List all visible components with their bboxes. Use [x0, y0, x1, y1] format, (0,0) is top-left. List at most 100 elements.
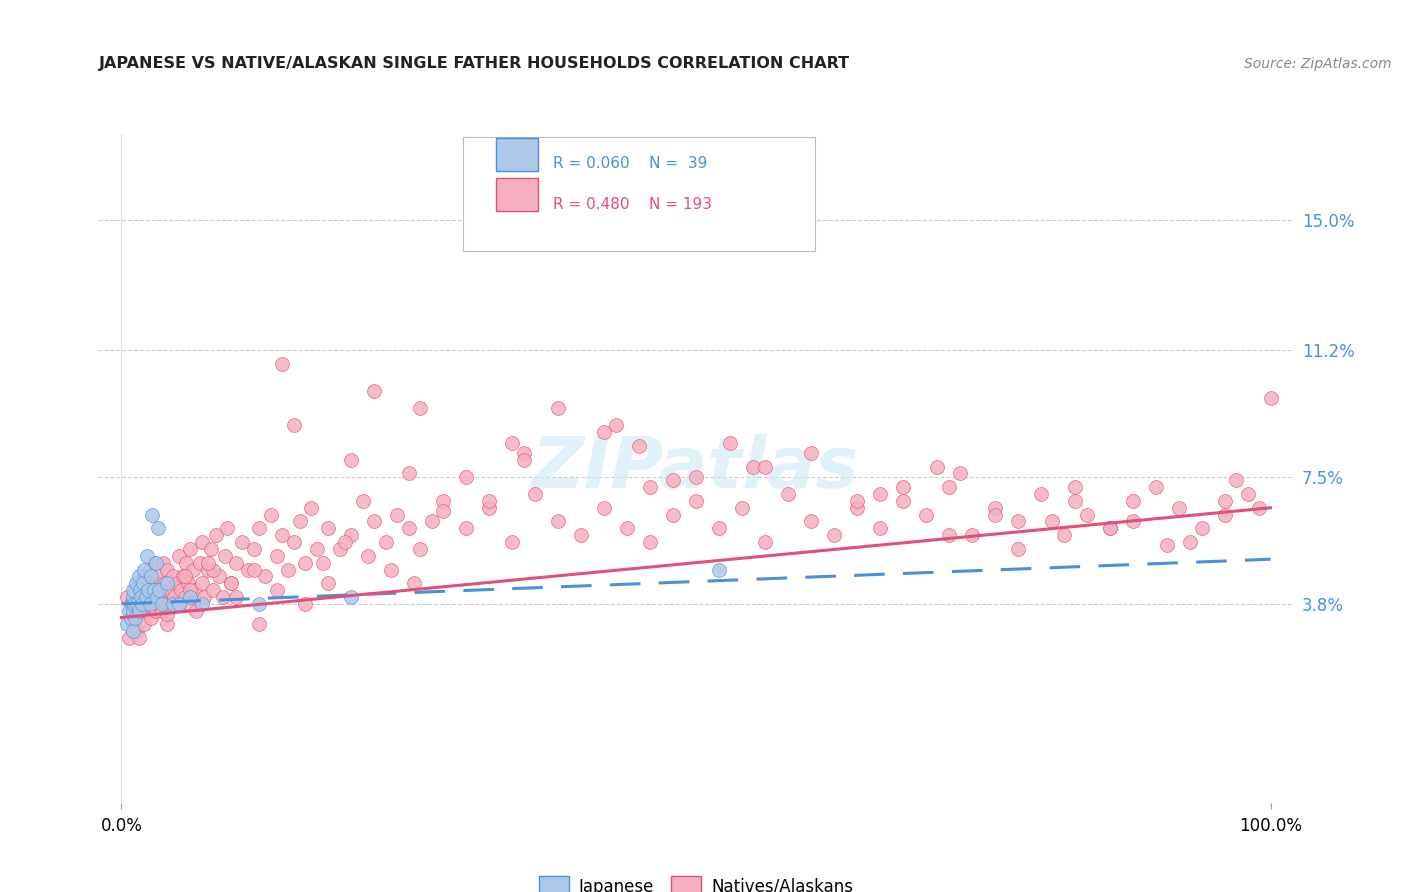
Point — [1040, 515, 1063, 529]
Point — [616, 521, 638, 535]
Point — [128, 583, 150, 598]
Point — [938, 528, 960, 542]
Point — [340, 528, 363, 542]
Point — [134, 569, 156, 583]
Point — [891, 480, 914, 494]
Point — [512, 446, 534, 460]
Point — [271, 528, 294, 542]
Point — [152, 556, 174, 570]
Point — [1122, 515, 1144, 529]
Point — [148, 521, 170, 535]
Point — [524, 487, 547, 501]
Point — [179, 590, 201, 604]
Point — [1191, 521, 1213, 535]
Point — [242, 562, 264, 576]
Point — [299, 500, 322, 515]
Point — [184, 583, 207, 598]
Point — [153, 590, 176, 604]
Point — [891, 494, 914, 508]
Point — [1236, 487, 1258, 501]
Point — [501, 535, 523, 549]
Point — [132, 583, 155, 598]
Point — [283, 535, 305, 549]
Point — [132, 576, 155, 591]
Point — [983, 508, 1005, 522]
Point — [122, 590, 145, 604]
Point — [685, 470, 707, 484]
Point — [742, 459, 765, 474]
Text: R = 0.480    N = 193: R = 0.480 N = 193 — [553, 196, 711, 211]
Point — [927, 459, 949, 474]
Point — [141, 508, 163, 522]
Point — [340, 452, 363, 467]
Point — [145, 556, 167, 570]
Point — [938, 480, 960, 494]
Point — [127, 624, 149, 639]
Point — [1144, 480, 1167, 494]
Point — [662, 508, 685, 522]
Point — [141, 569, 163, 583]
Point — [136, 583, 159, 598]
Point — [512, 452, 534, 467]
Point — [145, 576, 167, 591]
Point — [118, 631, 141, 645]
Point — [150, 604, 173, 618]
Bar — [496, 178, 538, 211]
Point — [593, 425, 616, 440]
Point — [146, 590, 169, 604]
Point — [197, 556, 219, 570]
Point — [1064, 480, 1087, 494]
Point — [247, 521, 270, 535]
Point — [125, 604, 148, 618]
Point — [363, 515, 385, 529]
Point — [409, 401, 432, 416]
Point — [294, 597, 316, 611]
Point — [845, 494, 868, 508]
Point — [202, 583, 225, 598]
Legend: Japanese, Natives/Alaskans: Japanese, Natives/Alaskans — [534, 871, 858, 892]
Point — [420, 515, 443, 529]
Point — [179, 597, 201, 611]
Point — [352, 494, 374, 508]
Point — [148, 569, 170, 583]
Point — [685, 494, 707, 508]
Point — [1098, 521, 1121, 535]
Point — [156, 562, 179, 576]
Point — [329, 541, 352, 556]
Point — [1007, 541, 1029, 556]
Point — [404, 576, 426, 591]
Point — [547, 515, 569, 529]
Point — [122, 617, 145, 632]
Point — [914, 508, 936, 522]
Point — [122, 597, 145, 611]
Point — [191, 597, 214, 611]
Point — [118, 604, 141, 618]
Point — [120, 610, 142, 624]
Point — [247, 597, 270, 611]
Point — [146, 590, 169, 604]
Point — [125, 576, 148, 591]
Point — [127, 597, 149, 611]
Point — [1178, 535, 1201, 549]
Point — [638, 480, 661, 494]
Point — [845, 500, 868, 515]
Point — [380, 562, 402, 576]
Point — [1156, 539, 1178, 553]
Point — [1053, 528, 1076, 542]
Point — [385, 508, 409, 522]
Point — [172, 569, 194, 583]
Point — [1064, 494, 1087, 508]
Point — [478, 494, 501, 508]
Point — [150, 597, 173, 611]
Text: R = 0.060    N =  39: R = 0.060 N = 39 — [553, 156, 707, 171]
Point — [311, 556, 333, 570]
Point — [569, 528, 592, 542]
Point — [283, 418, 305, 433]
Point — [662, 473, 685, 487]
Point — [1260, 391, 1282, 405]
Point — [949, 467, 972, 481]
Point — [128, 569, 150, 583]
Point — [217, 521, 239, 535]
Point — [316, 576, 339, 591]
Point — [409, 541, 432, 556]
